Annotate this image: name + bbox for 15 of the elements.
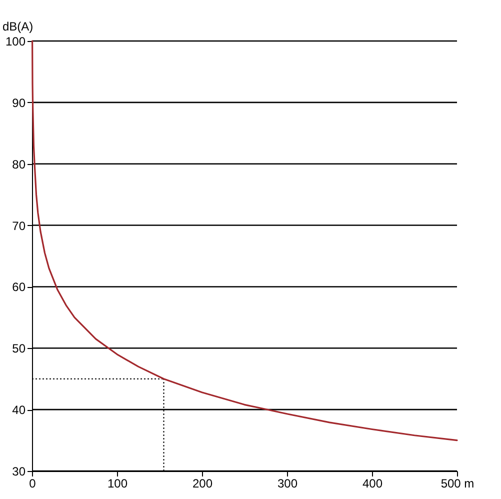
y-tick-label: 30 [12,464,26,478]
x-tick-label: 200 [192,476,213,490]
x-tick-label: 100 [107,476,128,490]
y-tick-label: 100 [5,34,26,48]
x-tick-label: 400 [362,476,383,490]
x-tick-label: 0 [29,476,36,490]
x-tick-label: 300 [277,476,298,490]
y-tick-label: 80 [12,157,26,172]
y-axis-title: dB(A) [2,20,34,34]
y-tick-label: 40 [12,403,26,418]
y-tick-label: 70 [12,218,26,233]
y-tick-label: 50 [12,342,26,356]
y-tick-label: 60 [12,280,26,294]
x-tick-label: 500 m [440,476,474,490]
y-tick-label: 90 [12,96,26,110]
